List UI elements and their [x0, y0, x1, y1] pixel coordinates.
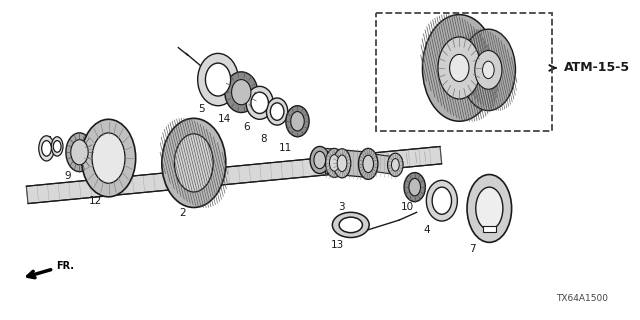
Ellipse shape: [392, 158, 399, 171]
Ellipse shape: [66, 133, 93, 172]
Polygon shape: [326, 148, 368, 178]
Ellipse shape: [53, 140, 61, 152]
Ellipse shape: [461, 29, 515, 111]
Text: 6: 6: [243, 122, 250, 132]
Ellipse shape: [326, 148, 343, 178]
Text: 3: 3: [338, 202, 344, 212]
Ellipse shape: [475, 51, 502, 89]
Ellipse shape: [409, 179, 420, 196]
Ellipse shape: [162, 118, 226, 207]
Text: 8: 8: [260, 134, 267, 144]
Ellipse shape: [42, 140, 51, 156]
Text: 12: 12: [88, 196, 102, 206]
Ellipse shape: [286, 106, 309, 137]
Text: 2: 2: [179, 208, 186, 218]
Text: TX64A1500: TX64A1500: [557, 294, 609, 303]
Polygon shape: [26, 147, 442, 204]
Text: 10: 10: [401, 202, 413, 212]
Text: 1: 1: [47, 136, 54, 146]
Ellipse shape: [422, 15, 496, 121]
Bar: [376, 13, 552, 131]
Ellipse shape: [81, 119, 136, 197]
Ellipse shape: [404, 172, 426, 202]
Ellipse shape: [92, 133, 125, 183]
Ellipse shape: [71, 140, 88, 165]
Ellipse shape: [246, 86, 273, 119]
Polygon shape: [368, 153, 396, 174]
Text: 4: 4: [423, 225, 429, 235]
Ellipse shape: [251, 92, 268, 114]
Ellipse shape: [39, 136, 54, 161]
Ellipse shape: [310, 147, 330, 173]
Ellipse shape: [225, 72, 258, 113]
Ellipse shape: [337, 155, 347, 172]
Ellipse shape: [483, 61, 494, 79]
Ellipse shape: [432, 187, 452, 214]
Ellipse shape: [333, 149, 351, 178]
Text: 13: 13: [331, 240, 344, 250]
Ellipse shape: [330, 155, 339, 171]
Ellipse shape: [232, 80, 251, 105]
Ellipse shape: [467, 174, 511, 242]
Ellipse shape: [266, 98, 288, 125]
Ellipse shape: [175, 134, 213, 192]
Text: 14: 14: [218, 114, 232, 124]
Ellipse shape: [291, 112, 304, 131]
Ellipse shape: [332, 212, 369, 237]
Text: 5: 5: [198, 104, 205, 114]
Ellipse shape: [426, 180, 458, 221]
Text: 9: 9: [65, 172, 71, 181]
Ellipse shape: [363, 155, 374, 172]
Ellipse shape: [358, 148, 378, 180]
Ellipse shape: [51, 137, 63, 156]
Ellipse shape: [205, 63, 230, 96]
Ellipse shape: [388, 153, 403, 176]
Text: 11: 11: [279, 143, 292, 153]
Ellipse shape: [270, 103, 284, 120]
Text: FR.: FR.: [28, 260, 74, 278]
Ellipse shape: [314, 151, 326, 169]
Text: 7: 7: [470, 244, 476, 254]
Ellipse shape: [449, 54, 469, 82]
Text: ATM-15-5: ATM-15-5: [564, 61, 630, 75]
Ellipse shape: [476, 187, 503, 230]
Ellipse shape: [198, 53, 238, 106]
FancyBboxPatch shape: [483, 226, 496, 232]
Ellipse shape: [438, 37, 481, 99]
Ellipse shape: [339, 217, 362, 233]
